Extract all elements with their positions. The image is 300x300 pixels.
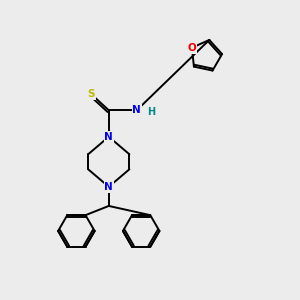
Text: N: N (104, 182, 113, 192)
Text: O: O (188, 43, 196, 53)
Text: H: H (147, 107, 155, 117)
Text: N: N (104, 132, 113, 142)
Text: N: N (132, 105, 141, 115)
Text: S: S (87, 89, 95, 99)
